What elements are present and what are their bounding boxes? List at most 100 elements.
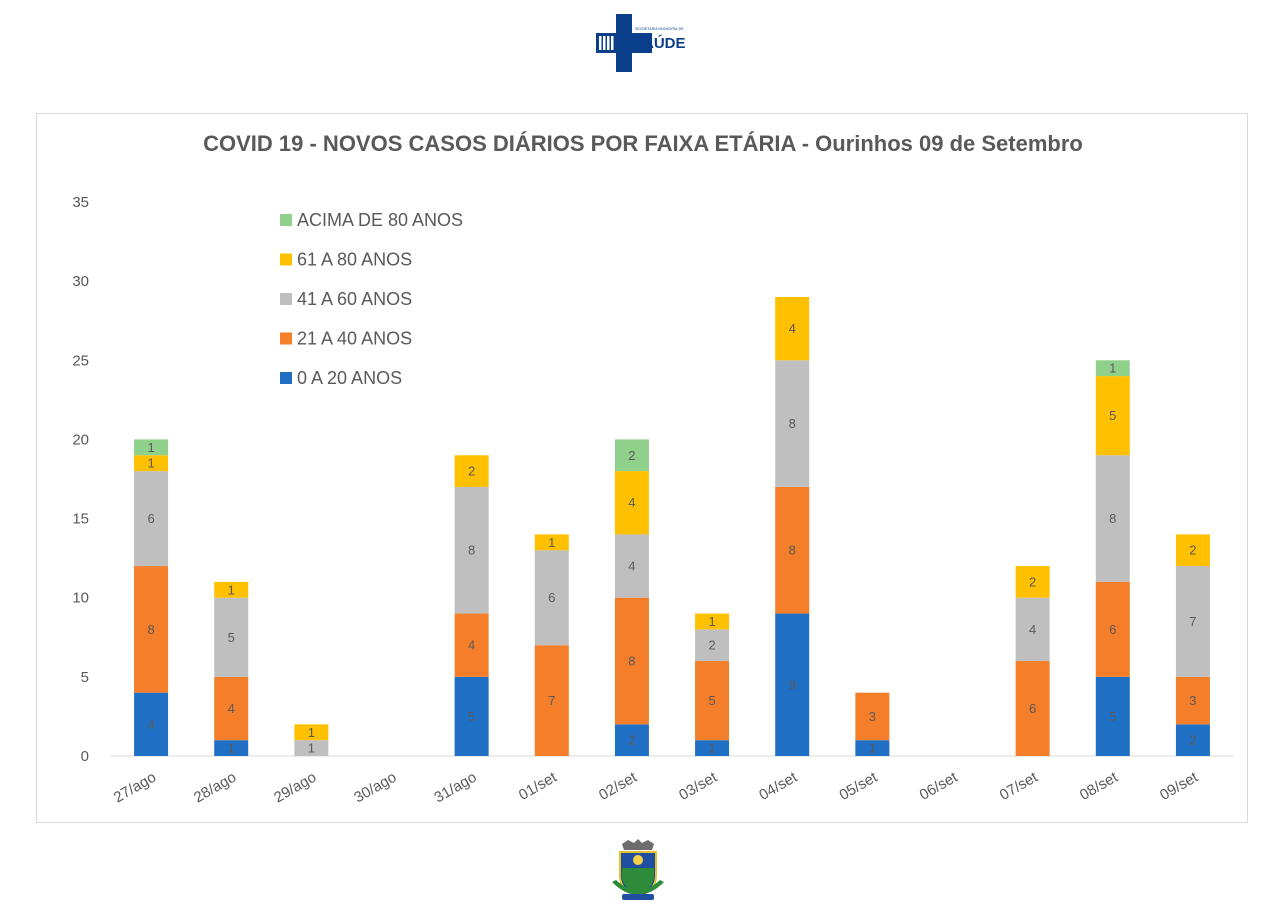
- bar-segment-61-a-80-anos: [614, 471, 649, 535]
- data-label: 8: [789, 543, 796, 558]
- bar-segment-41-a-60-anos: [614, 534, 649, 598]
- bar-segment-acima-de-80-anos: [614, 439, 649, 472]
- y-tick-label: 30: [72, 273, 89, 290]
- municipal-crest: [612, 839, 664, 900]
- x-tick-label: 03/set: [676, 768, 721, 804]
- data-label: 8: [628, 654, 635, 669]
- x-tick-label: 07/set: [997, 768, 1042, 804]
- x-tick-label: 29/ago: [271, 769, 319, 807]
- data-label: 2: [628, 448, 635, 463]
- data-label: 1: [228, 741, 235, 756]
- bar-segment-41-a-60-anos: [1095, 455, 1130, 582]
- bar-segment-41-a-60-anos: [775, 360, 810, 487]
- data-label: 1: [708, 741, 715, 756]
- x-tick-label: 30/ago: [351, 769, 399, 807]
- bar-segment-61-a-80-anos: [1095, 376, 1130, 456]
- data-label: 4: [789, 321, 796, 336]
- data-label: 3: [869, 709, 876, 724]
- data-label: 3: [1189, 693, 1196, 708]
- x-tick-label: 04/set: [756, 768, 801, 804]
- bar-segment-0-a-20-anos: [775, 613, 810, 756]
- legend-label-0-a-20-anos: 0 A 20 ANOS: [297, 368, 402, 388]
- bar-segment-21-a-40-anos: [775, 486, 810, 614]
- data-label: 8: [1109, 511, 1116, 526]
- bar-segment-21-a-40-anos: [855, 692, 890, 741]
- data-label: 4: [628, 559, 635, 574]
- legend-label-acima-de-80-anos: ACIMA DE 80 ANOS: [297, 210, 463, 230]
- x-tick-label: 27/ago: [111, 769, 159, 807]
- y-tick-label: 5: [81, 669, 89, 686]
- legend-label-21-a-40-anos: 21 A 40 ANOS: [297, 329, 412, 349]
- data-label: 1: [147, 456, 154, 471]
- bar-segment-21-a-40-anos: [534, 645, 569, 756]
- bar-segment-21-a-40-anos: [1175, 676, 1210, 725]
- data-label: 5: [1109, 709, 1116, 724]
- bar-segment-61-a-80-anos: [695, 613, 730, 630]
- bar-segment-0-a-20-anos: [1175, 724, 1210, 756]
- x-tick-label: 05/set: [836, 768, 881, 804]
- legend-swatch-acima-de-80-anos: [280, 214, 292, 226]
- legend-swatch-0-a-20-anos: [280, 372, 292, 384]
- data-label: 1: [1109, 361, 1116, 376]
- bar-segment-21-a-40-anos: [1095, 581, 1130, 677]
- bar-segment-acima-de-80-anos: [1095, 360, 1130, 377]
- data-label: 6: [548, 590, 555, 605]
- data-label: 7: [548, 693, 555, 708]
- bar-segment-41-a-60-anos: [454, 486, 489, 614]
- x-tick-label: 09/set: [1157, 768, 1202, 804]
- data-label: 8: [789, 416, 796, 431]
- x-tick-label: 28/ago: [191, 769, 239, 807]
- bar-segment-61-a-80-anos: [454, 455, 489, 487]
- bar-segment-61-a-80-anos: [214, 581, 249, 598]
- bar-segment-21-a-40-anos: [454, 613, 489, 677]
- x-tick-label: 31/ago: [431, 769, 479, 807]
- data-label: 1: [147, 440, 154, 455]
- y-tick-label: 10: [72, 590, 89, 607]
- data-label: 7: [1189, 614, 1196, 629]
- legend-label-61-a-80-anos: 61 A 80 ANOS: [297, 250, 412, 270]
- bar-segment-21-a-40-anos: [695, 661, 730, 741]
- data-label: 2: [1029, 574, 1036, 589]
- legend-swatch-21-a-40-anos: [280, 332, 292, 345]
- data-label: 5: [468, 709, 475, 724]
- bar-segment-41-a-60-anos: [134, 471, 169, 567]
- bar-segment-0-a-20-anos: [214, 740, 249, 756]
- logo-small-text: SECRETARIA MUNICIPAL DE: [635, 27, 684, 31]
- data-label: 4: [468, 638, 475, 653]
- data-label: 2: [1189, 733, 1196, 748]
- data-label: 1: [308, 725, 315, 740]
- y-tick-label: 15: [72, 511, 89, 528]
- bar-segment-61-a-80-anos: [534, 534, 569, 551]
- chart-legend: ACIMA DE 80 ANOS 61 A 80 ANOS 41 A 60 ANOS…: [280, 210, 463, 388]
- bar-segment-61-a-80-anos: [134, 455, 169, 472]
- bar-segment-41-a-60-anos: [1175, 566, 1210, 677]
- data-label: 1: [228, 582, 235, 597]
- data-label: 1: [708, 614, 715, 629]
- bar-segment-21-a-40-anos: [1015, 661, 1050, 756]
- data-label: 4: [1029, 622, 1036, 637]
- bar-segment-41-a-60-anos: [534, 550, 569, 646]
- x-tick-label: 02/set: [596, 768, 641, 804]
- data-label: 8: [147, 622, 154, 637]
- bar-segment-0-a-20-anos: [1095, 676, 1130, 756]
- bar-segment-61-a-80-anos: [1015, 566, 1050, 598]
- bars-layer: 4861114511154827612844215219884136425685…: [134, 296, 1210, 756]
- data-label: 4: [628, 495, 635, 510]
- bar-segment-61-a-80-anos: [294, 724, 329, 741]
- x-tick-label: 01/set: [516, 768, 561, 804]
- bar-segment-21-a-40-anos: [214, 676, 249, 741]
- legend-swatch-41-a-60-anos: [280, 293, 292, 305]
- data-label: 6: [1029, 701, 1036, 716]
- data-label: 2: [1189, 543, 1196, 558]
- bar-segment-41-a-60-anos: [695, 629, 730, 662]
- bar-segment-61-a-80-anos: [1175, 534, 1210, 567]
- bar-segment-acima-de-80-anos: [134, 439, 169, 456]
- bar-segment-0-a-20-anos: [695, 740, 730, 756]
- y-tick-label: 35: [72, 194, 89, 211]
- bar-segment-41-a-60-anos: [294, 740, 329, 756]
- bar-segment-0-a-20-anos: [134, 692, 169, 756]
- chart-area: COVID 19 - NOVOS CASOS DIÁRIOS POR FAIXA…: [36, 113, 1248, 823]
- data-label: 4: [228, 701, 235, 716]
- data-label: 1: [308, 741, 315, 756]
- data-label: 9: [789, 677, 796, 692]
